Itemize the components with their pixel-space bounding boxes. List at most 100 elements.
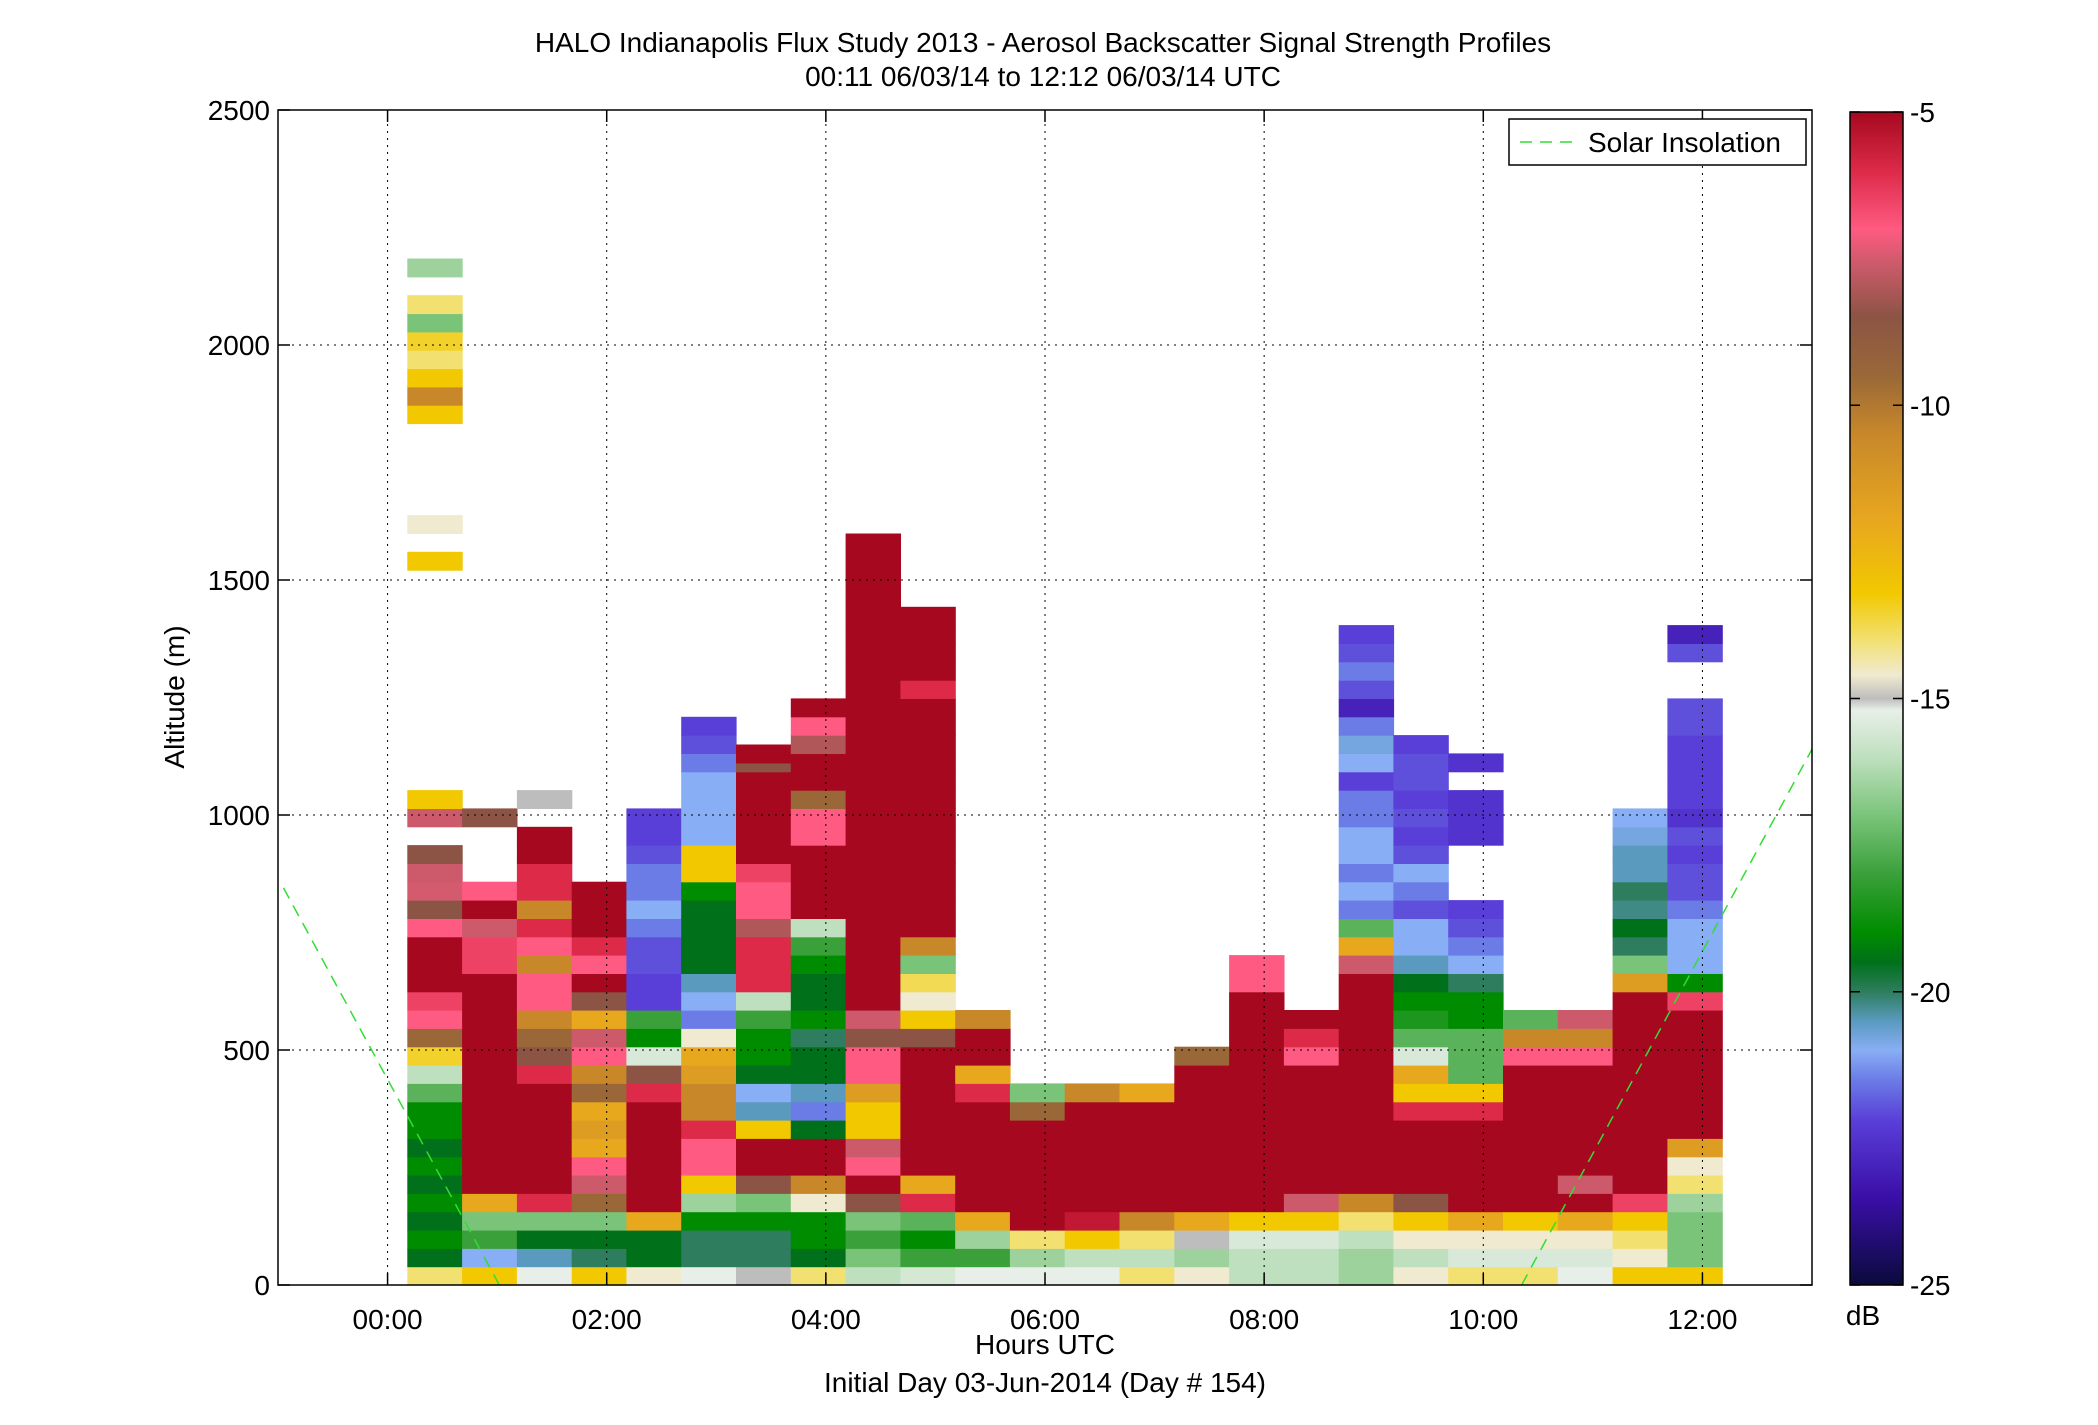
heatmap-cell [1667, 753, 1723, 773]
heatmap-cell [1448, 1266, 1504, 1286]
heatmap-cell [845, 1248, 901, 1268]
heatmap-cell [681, 845, 737, 864]
heatmap-cell [736, 991, 792, 1011]
heatmap-cell [1667, 1230, 1723, 1249]
heatmap-cell [681, 863, 737, 883]
heatmap-cell [1612, 826, 1668, 846]
heatmap-cell [845, 1028, 901, 1048]
heatmap-cell [1503, 1065, 1559, 1084]
heatmap-cell [1503, 1083, 1559, 1103]
heatmap-cell [1393, 1120, 1449, 1139]
heatmap-cell [790, 1010, 847, 1029]
heatmap-cell [516, 1175, 573, 1194]
heatmap-cell [1667, 973, 1723, 993]
heatmap-cell [1064, 1156, 1121, 1176]
heatmap-cell [571, 1120, 628, 1139]
heatmap-cell [1283, 1193, 1340, 1213]
heatmap-cell [516, 1083, 573, 1103]
heatmap-cell [1393, 1156, 1449, 1176]
heatmap-cell [1283, 1266, 1340, 1286]
heatmap-cell [900, 790, 956, 809]
heatmap-cell [1338, 808, 1395, 828]
heatmap-cell [571, 955, 628, 974]
heatmap-cell [1119, 1230, 1175, 1249]
heatmap-cell [845, 1120, 901, 1139]
heatmap-cell [407, 258, 463, 278]
heatmap-cell [1338, 661, 1395, 681]
heatmap-cell [462, 881, 518, 901]
heatmap-cell [1612, 863, 1668, 883]
heatmap-cell [1338, 1138, 1395, 1158]
heatmap-cell [1612, 973, 1668, 993]
legend-label-solar-insolation: Solar Insolation [1588, 127, 1781, 158]
heatmap-cell [845, 936, 901, 956]
heatmap-cell [1393, 991, 1449, 1011]
heatmap-cell [1393, 1028, 1449, 1048]
heatmap-cell [845, 753, 901, 773]
heatmap-cell [1064, 1101, 1121, 1121]
heatmap-cell [516, 1211, 573, 1231]
heatmap-cell [1338, 735, 1395, 754]
heatmap-cell [736, 826, 792, 846]
heatmap-cell [845, 533, 901, 553]
x-tick-label: 06:00 [1010, 1304, 1080, 1335]
heatmap-cell [1119, 1101, 1175, 1121]
heatmap-cell [900, 1211, 956, 1231]
heatmap-cell [955, 1083, 1011, 1103]
heatmap-cell [571, 881, 628, 901]
heatmap-cell [1557, 1175, 1614, 1194]
heatmap-cell [1338, 771, 1395, 791]
heatmap-cell [626, 863, 682, 883]
heatmap-cell [571, 1138, 628, 1158]
heatmap-cell [736, 881, 792, 901]
heatmap-cell [900, 735, 956, 754]
heatmap-cell [1229, 1065, 1285, 1084]
heatmap-cell [1338, 790, 1395, 809]
heatmap-cell [626, 845, 682, 864]
heatmap-cell [1448, 1010, 1504, 1029]
heatmap-cell [681, 900, 737, 919]
heatmap-cell [1667, 1083, 1723, 1103]
heatmap-cell [845, 918, 901, 938]
heatmap-cell [1448, 1211, 1504, 1231]
heatmap-cell [516, 1156, 573, 1176]
colorbar-tick-label: -25 [1910, 1270, 1950, 1301]
heatmap-cell [900, 753, 956, 773]
heatmap-cell [571, 1211, 628, 1231]
heatmap-cell [1612, 808, 1668, 828]
heatmap-cell [955, 1028, 1011, 1048]
heatmap-cell [1393, 973, 1449, 993]
heatmap-cell [1448, 1175, 1504, 1194]
heatmap-cell [845, 900, 901, 919]
heatmap-cell [790, 1266, 847, 1286]
x-axis-label: Hours UTC [975, 1329, 1115, 1360]
heatmap-cell [1667, 881, 1723, 901]
heatmap-cell [516, 955, 573, 974]
heatmap-cell [1393, 918, 1449, 938]
heatmap-cell [1448, 1120, 1504, 1139]
heatmap-cell [1283, 1083, 1340, 1103]
heatmap-cell [516, 1046, 573, 1066]
heatmap-cell [736, 771, 792, 791]
heatmap-cell [516, 826, 573, 846]
heatmap-cell [1338, 973, 1395, 993]
heatmap-cell [1338, 625, 1395, 644]
heatmap-cell [900, 625, 956, 644]
heatmap-cell [1229, 1083, 1285, 1103]
heatmap-cell [1338, 1156, 1395, 1176]
heatmap-cell [1119, 1193, 1175, 1213]
heatmap-cell [736, 1175, 792, 1194]
heatmap-cell [681, 1248, 737, 1268]
heatmap-cell [681, 955, 737, 974]
heatmap-cell [736, 1248, 792, 1268]
heatmap-cell [1667, 1266, 1723, 1286]
heatmap-cell [462, 1010, 518, 1029]
heatmap-cell [1557, 1083, 1614, 1103]
heatmap-cell [1338, 991, 1395, 1011]
heatmap-cell [790, 735, 847, 754]
heatmap-cell [1338, 643, 1395, 663]
heatmap-cell [1009, 1175, 1066, 1194]
heatmap-cell [736, 1083, 792, 1103]
heatmap-cell [1229, 991, 1285, 1011]
heatmap-cell [626, 1120, 682, 1139]
